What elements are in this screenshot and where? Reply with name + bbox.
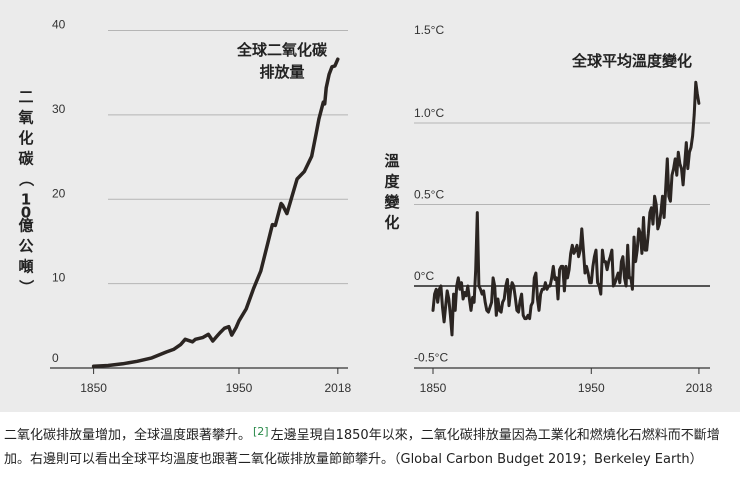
co2-y-label-char: 1	[21, 191, 31, 209]
co2-y-label-char: 二	[18, 88, 33, 106]
co2-chart-title-line1: 全球二氧化碳	[236, 41, 328, 59]
co2-y-label-char: 化	[18, 129, 33, 147]
co2-y-label-char: ）	[17, 279, 35, 294]
co2-y-label-char: 公	[18, 237, 33, 255]
co2-x-tick-label: 1950	[226, 381, 253, 395]
temp-x-tick-label: 1850	[420, 381, 447, 395]
co2-x-tick-label: 2018	[324, 381, 351, 395]
temp-y-tick-label: 1.0°C	[414, 106, 444, 120]
temp-x-tick-label: 2018	[686, 381, 713, 395]
temp-y-tick-label: -0.5°C	[414, 351, 448, 365]
co2-y-label-char: 氧	[17, 109, 33, 127]
temp-x-tick-label: 1950	[578, 381, 605, 395]
caption-lead: 二氧化碳排放量增加，全球溫度跟著攀升。	[4, 428, 252, 443]
co2-y-label-char: 噸	[18, 258, 33, 276]
co2-y-label-char: （	[17, 171, 35, 186]
co2-y-label-char: 0	[21, 204, 31, 222]
citation-link[interactable]: [2]	[253, 425, 269, 438]
temp-y-tick-label: 0°C	[414, 269, 434, 283]
co2-y-label-char: 碳	[18, 150, 34, 168]
co2-y-tick-label: 20	[52, 186, 66, 200]
temp-y-label-char: 溫	[384, 152, 399, 170]
temp-y-label-char: 度	[384, 173, 400, 191]
temp-y-tick-label: 0.5°C	[414, 188, 444, 202]
caption-body: 左邊呈現自1850年以來，二氧化碳排放量因為工業化和燃燒化石燃料而不斷增加。右邊…	[4, 428, 720, 467]
co2-y-tick-label: 0	[52, 351, 59, 365]
temp-y-label-char: 變	[383, 193, 400, 211]
co2-emissions-series-line	[91, 57, 340, 369]
temperature-series-line	[431, 80, 701, 337]
temp-y-tick-label: 1.5°C	[414, 23, 444, 37]
temperature-change-chart: 全球平均溫度變化 溫度變化 -0.5°C 0°C 0.5°C 1.0°C 1.5°C 1…	[383, 23, 712, 395]
figure-caption: 二氧化碳排放量增加，全球溫度跟著攀升。 [2] 左邊呈現自1850年以來，二氧化碳排…	[4, 424, 736, 472]
temp-y-axis-label: 溫度變化	[383, 152, 400, 232]
co2-x-tick-label: 1850	[80, 381, 107, 395]
figure: 全球二氧化碳 排放量 二氧化碳（1 0 億公噸） 0 10 20 30 40 1850 195…	[0, 0, 740, 412]
temp-chart-title: 全球平均溫度變化	[571, 52, 692, 70]
co2-y-label-char: 億	[18, 217, 33, 235]
co2-y-tick-label: 30	[52, 102, 66, 116]
co2-chart-title-line2: 排放量	[259, 63, 304, 81]
co2-y-tick-label: 10	[52, 271, 66, 285]
co2-y-tick-label: 40	[52, 18, 66, 32]
temp-y-label-char: 化	[384, 214, 399, 232]
